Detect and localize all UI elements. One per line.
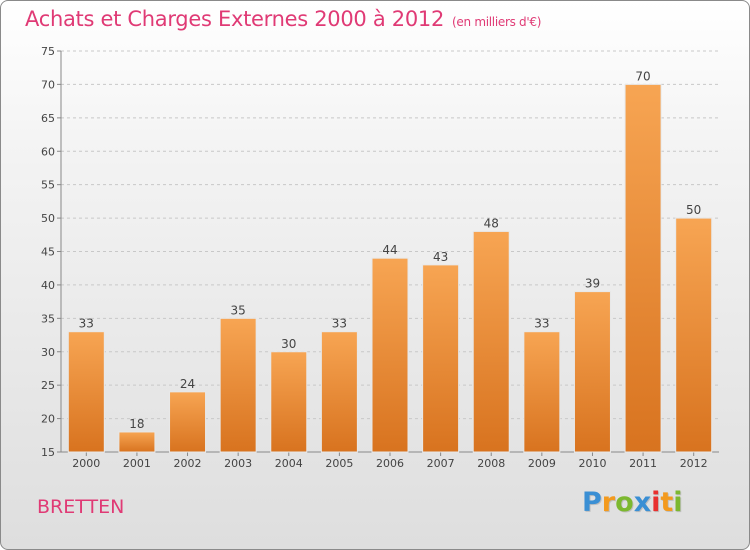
y-tick-label: 15 — [41, 446, 55, 459]
y-tick-label: 40 — [41, 279, 55, 292]
x-tick-label: 2001 — [123, 457, 151, 470]
y-tick-label: 55 — [41, 179, 55, 192]
y-tick-label: 75 — [41, 45, 55, 58]
x-tick-label: 2007 — [427, 457, 455, 470]
x-tick-label: 2011 — [629, 457, 657, 470]
data-label-2005: 33 — [332, 317, 347, 331]
y-tick-labels: 15 20 25 30 35 40 45 50 55 60 65 70 75 — [41, 45, 55, 459]
data-label-2003: 35 — [231, 303, 246, 317]
x-tick-label: 2000 — [72, 457, 100, 470]
logo-letter: o — [615, 487, 634, 518]
bars — [67, 83, 713, 453]
data-label-2012: 50 — [686, 203, 701, 217]
bar-2010 — [573, 291, 611, 453]
bar-2008 — [472, 230, 510, 453]
title-text: Achats et Charges Externes 2000 à 2012 — [25, 7, 445, 31]
x-tick-label: 2005 — [325, 457, 353, 470]
x-tick-label: 2008 — [477, 457, 505, 470]
x-tick-label: 2009 — [528, 457, 556, 470]
logo-letter: t — [660, 487, 674, 518]
data-label-2001: 18 — [129, 417, 144, 431]
chart-title: Achats et Charges Externes 2000 à 2012 (e… — [25, 7, 541, 31]
y-tick-label: 60 — [41, 145, 55, 158]
data-label-2009: 33 — [534, 317, 549, 331]
data-label-2007: 43 — [433, 250, 448, 264]
y-tick-label: 35 — [41, 312, 55, 325]
y-tick-label: 65 — [41, 112, 55, 125]
proxiti-logo[interactable]: Proxiti — [582, 487, 683, 518]
x-tick-label: 2004 — [275, 457, 303, 470]
data-label-2004: 30 — [281, 337, 296, 351]
y-tick-label: 45 — [41, 246, 55, 259]
bar-2006 — [371, 257, 409, 453]
logo-letter: i — [651, 487, 661, 518]
x-tick-label: 2002 — [174, 457, 202, 470]
data-label-2010: 39 — [585, 277, 600, 291]
y-tick-label: 20 — [41, 413, 55, 426]
x-tick-label: 2012 — [680, 457, 708, 470]
bar-2004 — [270, 351, 308, 453]
x-tick-labels: 2000 2001 2002 2003 2004 2005 2006 2007 2008 2009… — [72, 457, 707, 470]
bar-2005 — [320, 331, 358, 453]
data-label-2006: 44 — [382, 243, 397, 257]
bar-2000 — [67, 331, 105, 453]
title-unit: (en milliers d'€) — [452, 15, 542, 29]
bar-2012 — [675, 217, 713, 453]
bar-2002 — [169, 391, 207, 453]
logo-letter: i — [673, 487, 683, 518]
bar-2001 — [118, 431, 156, 453]
logo-letter: P — [582, 487, 602, 518]
data-label-2002: 24 — [180, 377, 195, 391]
x-tick-label: 2003 — [224, 457, 252, 470]
y-tick-label: 25 — [41, 379, 55, 392]
x-tick-label: 2010 — [578, 457, 606, 470]
bar-2011 — [624, 83, 662, 453]
logo-letter: x — [633, 487, 652, 518]
y-tick-label: 30 — [41, 346, 55, 359]
y-tick-label: 50 — [41, 212, 55, 225]
logo-letter: r — [601, 487, 616, 518]
data-label-2011: 70 — [635, 69, 650, 83]
x-tick-label: 2006 — [376, 457, 404, 470]
city-name: BRETTEN — [37, 496, 125, 518]
data-label-2000: 33 — [79, 317, 94, 331]
bar-2003 — [219, 317, 257, 453]
data-label-2008: 48 — [484, 216, 499, 230]
bar-2009 — [523, 331, 561, 453]
bar-2007 — [422, 264, 460, 453]
y-tick-label: 70 — [41, 78, 55, 91]
data-labels: 33 18 24 35 30 33 44 43 48 33 39 70 50 — [79, 69, 702, 431]
